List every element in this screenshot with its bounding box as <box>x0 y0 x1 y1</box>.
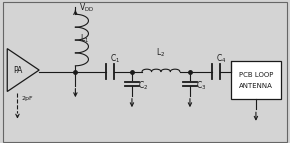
Text: C$_{\mathsf{4}}$: C$_{\mathsf{4}}$ <box>216 52 226 65</box>
Text: V$_{\mathsf{DD}}$: V$_{\mathsf{DD}}$ <box>79 2 94 14</box>
Text: PCB LOOP: PCB LOOP <box>239 72 273 78</box>
Text: C$_{\mathsf{3}}$: C$_{\mathsf{3}}$ <box>196 80 207 92</box>
Text: ANTENNA: ANTENNA <box>239 83 273 89</box>
Text: C$_{\mathsf{2}}$: C$_{\mathsf{2}}$ <box>138 80 149 92</box>
Text: L$_{\mathsf{2}}$: L$_{\mathsf{2}}$ <box>156 47 166 59</box>
Text: L$_{\mathsf{1}}$: L$_{\mathsf{1}}$ <box>80 32 89 45</box>
Text: PA: PA <box>14 66 23 75</box>
Text: C$_{\mathsf{1}}$: C$_{\mathsf{1}}$ <box>110 52 121 65</box>
Text: 2pF: 2pF <box>22 96 33 101</box>
Bar <box>231 61 281 99</box>
